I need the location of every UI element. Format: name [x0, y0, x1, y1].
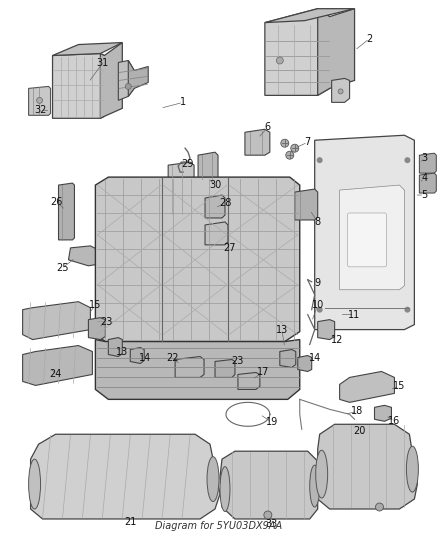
Polygon shape [68, 246, 102, 266]
Circle shape [404, 157, 410, 163]
Text: 20: 20 [353, 426, 366, 437]
Text: 23: 23 [100, 317, 113, 327]
Polygon shape [53, 53, 104, 118]
Polygon shape [318, 424, 417, 509]
Polygon shape [205, 195, 225, 218]
Polygon shape [205, 222, 228, 245]
Text: 12: 12 [332, 335, 344, 344]
Ellipse shape [28, 459, 41, 509]
Ellipse shape [220, 467, 230, 512]
Text: 27: 27 [224, 243, 236, 253]
Text: 14: 14 [139, 352, 152, 362]
Circle shape [125, 84, 131, 90]
Polygon shape [95, 340, 300, 399]
Text: 13: 13 [116, 346, 128, 357]
FancyBboxPatch shape [348, 213, 386, 267]
Ellipse shape [406, 446, 418, 492]
Polygon shape [118, 60, 134, 100]
Polygon shape [168, 162, 194, 215]
Text: 5: 5 [421, 190, 427, 200]
Text: 4: 4 [421, 173, 427, 183]
Text: 17: 17 [257, 367, 269, 377]
Polygon shape [374, 406, 392, 421]
Polygon shape [245, 130, 270, 155]
Polygon shape [332, 78, 350, 102]
Polygon shape [220, 451, 318, 519]
Circle shape [317, 306, 323, 313]
Ellipse shape [207, 457, 219, 502]
Polygon shape [339, 185, 404, 290]
Circle shape [286, 151, 294, 159]
Circle shape [276, 57, 283, 64]
Polygon shape [175, 357, 204, 377]
Polygon shape [100, 43, 122, 118]
Polygon shape [53, 43, 122, 55]
Text: 18: 18 [351, 406, 364, 416]
Text: 1: 1 [180, 98, 186, 107]
Text: 23: 23 [231, 357, 243, 367]
Text: 13: 13 [276, 325, 288, 335]
Text: 19: 19 [266, 417, 278, 427]
Polygon shape [419, 153, 436, 173]
Polygon shape [339, 372, 395, 402]
Text: 6: 6 [265, 122, 271, 132]
Circle shape [291, 144, 299, 152]
Text: 28: 28 [219, 198, 231, 208]
Text: 7: 7 [304, 137, 311, 147]
Polygon shape [314, 135, 414, 329]
Text: 16: 16 [389, 416, 401, 426]
Polygon shape [198, 152, 218, 180]
Text: 29: 29 [181, 159, 193, 169]
Polygon shape [130, 348, 144, 364]
Circle shape [281, 139, 289, 147]
Polygon shape [31, 434, 220, 519]
Circle shape [317, 157, 323, 163]
Text: 22: 22 [166, 352, 178, 362]
Polygon shape [295, 189, 318, 220]
Text: 30: 30 [209, 180, 221, 190]
Polygon shape [128, 60, 148, 96]
Polygon shape [28, 86, 50, 115]
Text: 25: 25 [56, 263, 69, 273]
Circle shape [338, 89, 343, 94]
Polygon shape [318, 9, 355, 95]
Circle shape [37, 98, 42, 103]
Text: 24: 24 [49, 369, 62, 379]
Text: 33: 33 [266, 519, 278, 529]
Polygon shape [419, 173, 436, 193]
Polygon shape [95, 177, 300, 342]
Text: 9: 9 [314, 278, 321, 288]
Text: 10: 10 [311, 300, 324, 310]
Text: 3: 3 [421, 153, 427, 163]
Ellipse shape [316, 450, 328, 498]
Circle shape [404, 306, 410, 313]
Text: 15: 15 [393, 382, 406, 391]
Text: 21: 21 [124, 517, 137, 527]
Polygon shape [265, 9, 330, 95]
Polygon shape [298, 356, 312, 372]
Polygon shape [23, 345, 92, 385]
Polygon shape [23, 302, 90, 340]
Polygon shape [318, 320, 335, 340]
Ellipse shape [310, 465, 320, 507]
Text: 11: 11 [349, 310, 361, 320]
Polygon shape [238, 373, 260, 390]
Text: 26: 26 [50, 197, 63, 207]
Polygon shape [280, 350, 296, 367]
Polygon shape [265, 9, 355, 22]
Polygon shape [215, 359, 235, 377]
Text: 32: 32 [34, 106, 47, 115]
Text: 15: 15 [89, 300, 102, 310]
Polygon shape [59, 183, 74, 240]
Polygon shape [88, 318, 106, 340]
Text: 8: 8 [314, 217, 321, 227]
Polygon shape [108, 337, 122, 357]
Text: 2: 2 [367, 34, 373, 44]
Circle shape [375, 503, 384, 511]
Text: Diagram for 5YU03DX9AA: Diagram for 5YU03DX9AA [155, 521, 283, 531]
Circle shape [264, 511, 272, 519]
Text: 31: 31 [96, 59, 109, 68]
Text: 14: 14 [308, 352, 321, 362]
